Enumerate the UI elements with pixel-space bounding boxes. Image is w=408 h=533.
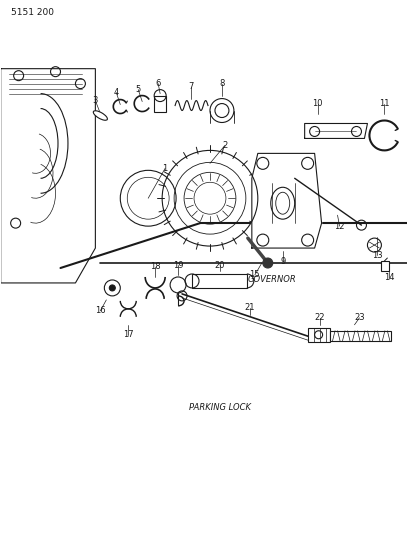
Text: 5: 5 xyxy=(135,85,141,94)
Text: 1: 1 xyxy=(162,164,168,173)
Bar xyxy=(381,261,389,271)
Text: 6: 6 xyxy=(155,79,161,88)
Polygon shape xyxy=(252,154,322,248)
Text: 2: 2 xyxy=(222,141,228,150)
Text: 3: 3 xyxy=(93,96,98,105)
Ellipse shape xyxy=(271,187,295,219)
Text: 17: 17 xyxy=(123,330,133,340)
Text: 23: 23 xyxy=(354,313,365,322)
Text: 9: 9 xyxy=(280,256,285,265)
Text: 21: 21 xyxy=(244,303,255,312)
Text: 8: 8 xyxy=(219,79,225,88)
Text: 15: 15 xyxy=(250,270,260,279)
Text: 18: 18 xyxy=(150,262,160,271)
Text: 16: 16 xyxy=(95,306,106,316)
Text: 19: 19 xyxy=(173,261,183,270)
Ellipse shape xyxy=(276,192,290,214)
Bar xyxy=(308,328,330,342)
Circle shape xyxy=(263,258,273,268)
Text: 11: 11 xyxy=(379,99,390,108)
Text: 14: 14 xyxy=(384,273,395,282)
Text: 13: 13 xyxy=(372,251,383,260)
Bar xyxy=(330,331,391,341)
Text: GOVERNOR: GOVERNOR xyxy=(248,275,297,284)
Text: 20: 20 xyxy=(215,261,225,270)
Text: PARKING LOCK: PARKING LOCK xyxy=(189,402,251,411)
Text: 4: 4 xyxy=(114,88,119,97)
Text: 5151 200: 5151 200 xyxy=(11,8,54,17)
Text: 12: 12 xyxy=(334,222,345,231)
Text: 7: 7 xyxy=(188,82,194,91)
Polygon shape xyxy=(305,124,368,139)
Circle shape xyxy=(109,285,115,291)
Bar xyxy=(154,95,166,111)
Text: 22: 22 xyxy=(314,313,325,322)
Ellipse shape xyxy=(93,111,107,120)
Polygon shape xyxy=(1,69,95,283)
Text: 10: 10 xyxy=(313,99,323,108)
Bar xyxy=(192,274,247,288)
